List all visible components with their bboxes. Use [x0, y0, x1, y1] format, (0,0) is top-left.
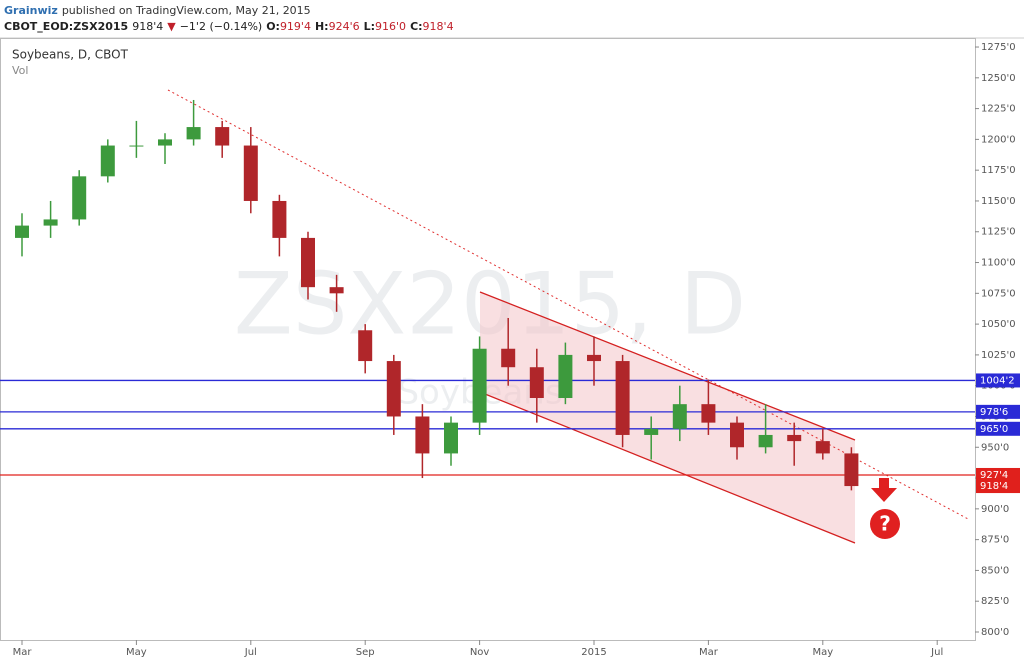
candle-body	[158, 139, 172, 146]
author-link[interactable]: Grainwiz	[4, 4, 58, 17]
candle-body	[386, 361, 401, 417]
channel-lower	[479, 391, 856, 544]
candle-body	[644, 428, 659, 435]
y-tick-label: 1175'0	[981, 165, 1016, 176]
level-tag	[976, 467, 1020, 482]
level-tag	[976, 421, 1020, 436]
candle-body	[815, 441, 830, 454]
symbol: CBOT_EOD:ZSX2015	[4, 20, 128, 33]
change: −1'2 (−0.14%)	[180, 20, 262, 33]
last-price: 918'4	[132, 20, 163, 33]
ohlc-label: C:	[410, 20, 422, 33]
candle-body	[787, 434, 802, 442]
chart-title: Soybeans, D, CBOT	[12, 48, 129, 62]
ohlc-value: 924'6	[329, 20, 360, 33]
ohlc-label: L:	[364, 20, 375, 33]
ohlc-value: 916'0	[375, 20, 406, 33]
y-tick-label: 1200'0	[981, 134, 1016, 145]
down-arrow-icon	[871, 478, 897, 502]
candle-body	[730, 422, 744, 448]
symbol-bar: CBOT_EOD:ZSX2015 918'4 ▼ −1'2 (−0.14%) O: 919…	[4, 20, 454, 33]
ohlc-value: 919'4	[280, 20, 311, 33]
y-tick-label: 1150'0	[981, 196, 1016, 207]
plot: 800'0825'0850'0875'0900'0925'0950'0975'0…	[0, 42, 1020, 658]
candle-body	[15, 225, 29, 238]
x-tick-label: Mar	[13, 647, 33, 658]
x-tick-label: May	[812, 647, 833, 658]
y-tick-label: 800'0	[981, 627, 1009, 638]
candle-body	[186, 127, 201, 140]
y-tick-label: 850'0	[981, 565, 1009, 576]
candle-body	[129, 145, 144, 147]
level-label: 965'0	[980, 424, 1008, 435]
candle-body	[615, 361, 630, 435]
y-tick-label: 950'0	[981, 442, 1009, 453]
x-tick-label: 2015	[581, 647, 606, 658]
published-text: published on TradingView.com, May 21, 20…	[62, 4, 311, 17]
y-tick-label: 1025'0	[981, 350, 1016, 361]
candle-body	[301, 237, 315, 288]
x-tick-label: Nov	[470, 647, 490, 658]
candle-body	[758, 434, 773, 448]
ohlc-label: O:	[266, 20, 280, 33]
candle-body	[444, 422, 458, 454]
candle-body	[100, 145, 115, 177]
candle-body	[844, 453, 859, 487]
candle-body	[272, 200, 287, 238]
candle-body	[558, 354, 573, 399]
level-label: 1004'2	[980, 375, 1015, 386]
y-tick-label: 1075'0	[981, 288, 1016, 299]
candle-body	[358, 330, 373, 362]
change-arrow: ▼	[167, 20, 176, 33]
level-tag	[976, 404, 1020, 419]
x-tick-label: Mar	[699, 647, 719, 658]
last-price-tag	[976, 479, 1020, 494]
candle-body	[329, 287, 344, 294]
question-icon	[870, 509, 900, 539]
candle-body	[243, 145, 258, 201]
y-tick-label: 1250'0	[981, 73, 1016, 84]
x-tick-label: Jul	[244, 647, 257, 658]
y-tick-label: 1125'0	[981, 227, 1016, 238]
level-label: 978'6	[980, 407, 1008, 418]
y-tick-label: 1275'0	[981, 42, 1016, 53]
y-tick-label: 1050'0	[981, 319, 1016, 330]
plot-border	[0, 38, 976, 641]
y-tick-label: 875'0	[981, 535, 1009, 546]
ohlc-value: 918'4	[423, 20, 454, 33]
ohlc-label: H:	[315, 20, 329, 33]
candle-body	[43, 219, 58, 226]
candle-body	[501, 348, 516, 368]
channel-upper	[479, 291, 856, 441]
candle-body	[72, 176, 87, 220]
chart-subtitle: Vol	[12, 64, 28, 77]
candle-body	[701, 404, 716, 423]
y-tick-label: 825'0	[981, 596, 1009, 607]
x-tick-label: Jul	[930, 647, 943, 658]
candle-body	[529, 367, 544, 399]
question-mark: ?	[879, 512, 891, 536]
y-tick-label: 900'0	[981, 504, 1009, 515]
level-label: 927'4	[980, 470, 1008, 481]
y-tick-label: 1100'0	[981, 258, 1016, 269]
candle-body	[415, 416, 430, 454]
level-tag	[976, 373, 1020, 388]
x-tick-label: Sep	[356, 647, 375, 658]
candle-body	[215, 127, 230, 146]
y-tick-label: 1225'0	[981, 104, 1016, 115]
candle-body	[587, 354, 601, 362]
x-tick-label: May	[126, 647, 147, 658]
trend-line	[167, 89, 971, 521]
candle-body	[472, 348, 487, 423]
last-price-label: 918'4	[980, 481, 1008, 492]
candle-body	[672, 404, 687, 429]
channel-fill	[480, 292, 855, 543]
